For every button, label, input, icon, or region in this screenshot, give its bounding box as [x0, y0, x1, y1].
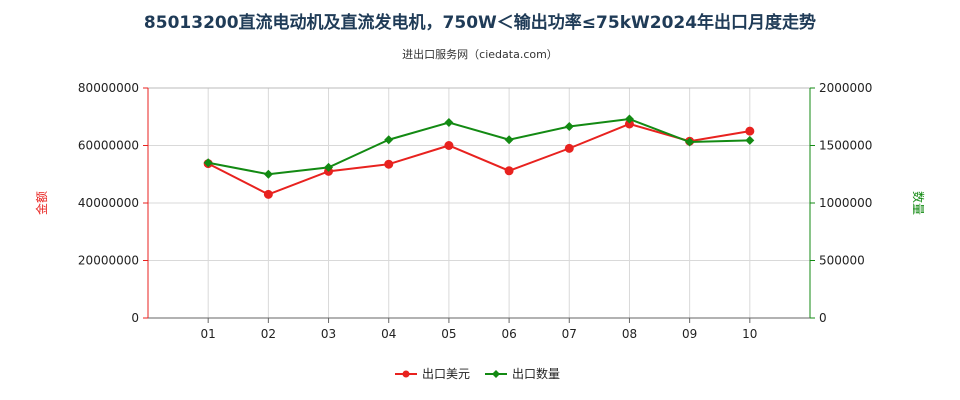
right-axis: 0 500000 1000000 1500000 2000000 — [809, 81, 872, 325]
series-line — [207, 122, 750, 196]
data-point-export-value — [624, 119, 634, 129]
left-axis-tick-label: 40000000 — [78, 196, 139, 210]
legend-label-export-quantity: 出口数量 — [512, 366, 560, 381]
x-axis: 01 02 03 04 05 06 07 08 09 10 — [148, 317, 810, 341]
x-axis-tick-label: 04 — [381, 327, 396, 341]
series-layer — [203, 114, 755, 199]
chart-subtitle: 进出口服务网（ciedata.com） — [402, 47, 558, 61]
data-point-export-value — [444, 141, 454, 150]
left-axis-tick-label: 20000000 — [78, 254, 139, 268]
left-axis-title: 金额 — [34, 191, 49, 215]
x-axis-tick-label: 08 — [622, 327, 637, 341]
right-axis-tick-label: 2000000 — [819, 81, 872, 95]
right-axis-tick-label: 1500000 — [819, 139, 872, 153]
x-axis-tick-label: 10 — [742, 327, 757, 341]
data-point-export-value — [745, 126, 755, 136]
data-point-export-quantity — [384, 135, 394, 145]
chart-title: 85013200直流电动机及直流发电机，750W＜输出功率≤75kW2024年出… — [144, 12, 816, 33]
x-axis-tick-label: 05 — [441, 327, 456, 341]
data-point-export-quantity — [263, 169, 273, 179]
data-point-export-quantity — [444, 118, 454, 127]
right-axis-title: 数量 — [911, 191, 926, 215]
left-axis-tick-label: 0 — [131, 311, 139, 325]
series-export-quantity — [203, 114, 755, 179]
x-axis-tick-label: 03 — [321, 327, 336, 341]
right-axis-tick-label: 0 — [819, 311, 827, 325]
data-point-export-quantity — [564, 122, 574, 132]
right-axis-tick-label: 1000000 — [819, 196, 872, 210]
x-axis-tick-label: 06 — [501, 327, 516, 341]
data-point-export-value — [504, 166, 514, 176]
data-point-export-quantity — [685, 137, 695, 147]
data-point-export-quantity — [203, 158, 213, 168]
data-point-export-value — [384, 159, 394, 169]
data-point-export-quantity — [504, 135, 514, 145]
legend-label-export-value: 出口美元 — [422, 367, 470, 381]
x-axis-tick-label: 02 — [261, 327, 276, 341]
series-line — [207, 118, 750, 176]
left-axis-tick-label: 80000000 — [78, 81, 139, 95]
x-axis-tick-label: 09 — [682, 327, 697, 341]
data-point-export-quantity — [745, 135, 755, 145]
data-point-export-quantity — [624, 114, 634, 124]
data-point-export-value — [564, 143, 574, 153]
x-axis-tick-label: 01 — [201, 327, 216, 341]
legend-item-export-quantity: 出口数量 — [485, 366, 560, 381]
data-point-export-value — [263, 189, 273, 199]
legend-item-export-value: 出口美元 — [395, 367, 470, 381]
x-axis-tick-label: 07 — [562, 327, 577, 341]
data-point-export-quantity — [324, 162, 334, 172]
left-axis: 0 20000000 40000000 60000000 80000000 — [78, 81, 149, 325]
left-axis-tick-label: 60000000 — [78, 139, 139, 153]
legend: 出口美元 出口数量 — [395, 366, 560, 381]
grid-lines — [148, 87, 810, 319]
right-axis-tick-label: 500000 — [819, 254, 865, 268]
